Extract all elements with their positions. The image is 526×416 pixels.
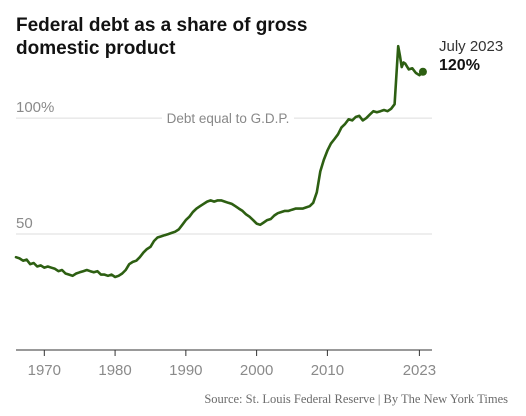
x-tick-label: 1980 — [98, 362, 131, 379]
axis-layer: 1970 1980 1990 2000 2010 2023 — [16, 349, 436, 379]
x-tick-label: 1990 — [169, 362, 202, 379]
chart-title: Federal debt as a share of gross domesti… — [16, 15, 308, 59]
end-value-label: 120% — [439, 57, 480, 74]
x-tick-label: 2010 — [311, 362, 344, 379]
x-tick-label: 1970 — [28, 362, 61, 379]
y-tick-label: 50 — [16, 215, 33, 232]
x-tick-label: 2000 — [240, 362, 273, 379]
source-credit: Source: St. Louis Federal Reserve | By T… — [204, 392, 508, 406]
reference-label: Debt equal to G.D.P. — [167, 111, 290, 126]
end-point-marker — [418, 67, 427, 76]
annotation-layer: July 2023 120% — [418, 38, 503, 76]
reference-label-background — [162, 108, 294, 129]
series-layer — [14, 44, 425, 279]
debt-series-line — [14, 44, 425, 279]
end-date-label: July 2023 — [439, 38, 503, 55]
grid-layer: 100% 50 Debt equal to G.D.P. — [16, 99, 432, 235]
y-tick-label: 100% — [16, 99, 54, 116]
x-tick-label: 2023 — [403, 362, 436, 379]
